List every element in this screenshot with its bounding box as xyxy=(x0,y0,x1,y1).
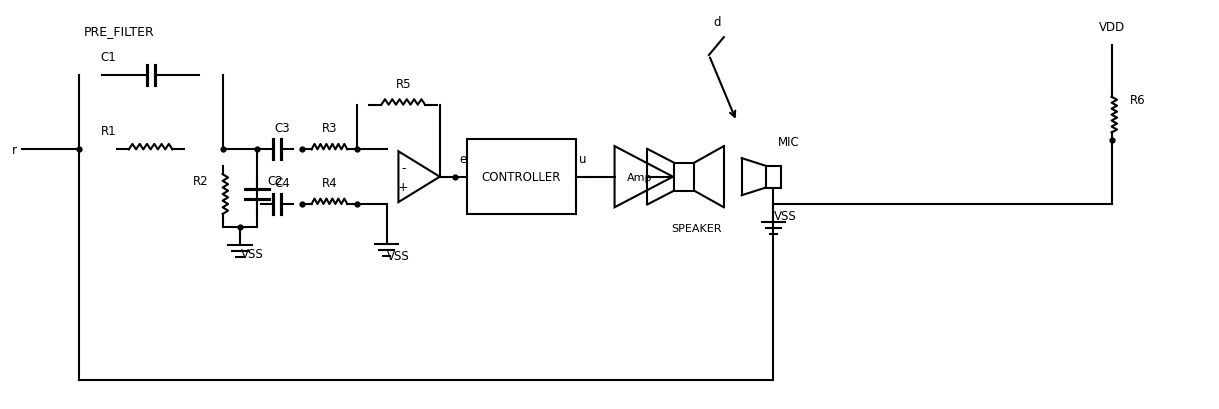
Bar xyxy=(674,163,694,191)
Bar xyxy=(467,139,575,215)
Text: PRE_FILTER: PRE_FILTER xyxy=(84,25,155,38)
Bar xyxy=(766,166,781,188)
Text: Amp: Amp xyxy=(627,172,652,182)
Text: VSS: VSS xyxy=(388,249,410,262)
Text: R4: R4 xyxy=(322,177,338,190)
Text: R6: R6 xyxy=(1130,94,1145,106)
Text: R5: R5 xyxy=(395,78,411,90)
Text: CONTROLLER: CONTROLLER xyxy=(482,171,561,184)
Text: u: u xyxy=(579,153,586,165)
Text: VDD: VDD xyxy=(1098,21,1125,34)
Text: +: + xyxy=(397,180,408,193)
Text: VSS: VSS xyxy=(240,247,263,260)
Text: d: d xyxy=(713,16,720,29)
Text: r: r xyxy=(12,144,17,157)
Text: C2: C2 xyxy=(267,175,283,188)
Text: SPEAKER: SPEAKER xyxy=(670,224,722,234)
Text: R1: R1 xyxy=(101,125,116,138)
Text: C1: C1 xyxy=(100,51,116,64)
Text: C4: C4 xyxy=(274,177,290,190)
Text: R3: R3 xyxy=(322,122,338,135)
Text: VSS: VSS xyxy=(774,209,797,222)
Text: -: - xyxy=(401,161,406,174)
Text: C3: C3 xyxy=(274,122,290,135)
Text: R2: R2 xyxy=(193,175,208,188)
Text: e: e xyxy=(460,153,466,165)
Text: MIC: MIC xyxy=(778,135,800,148)
